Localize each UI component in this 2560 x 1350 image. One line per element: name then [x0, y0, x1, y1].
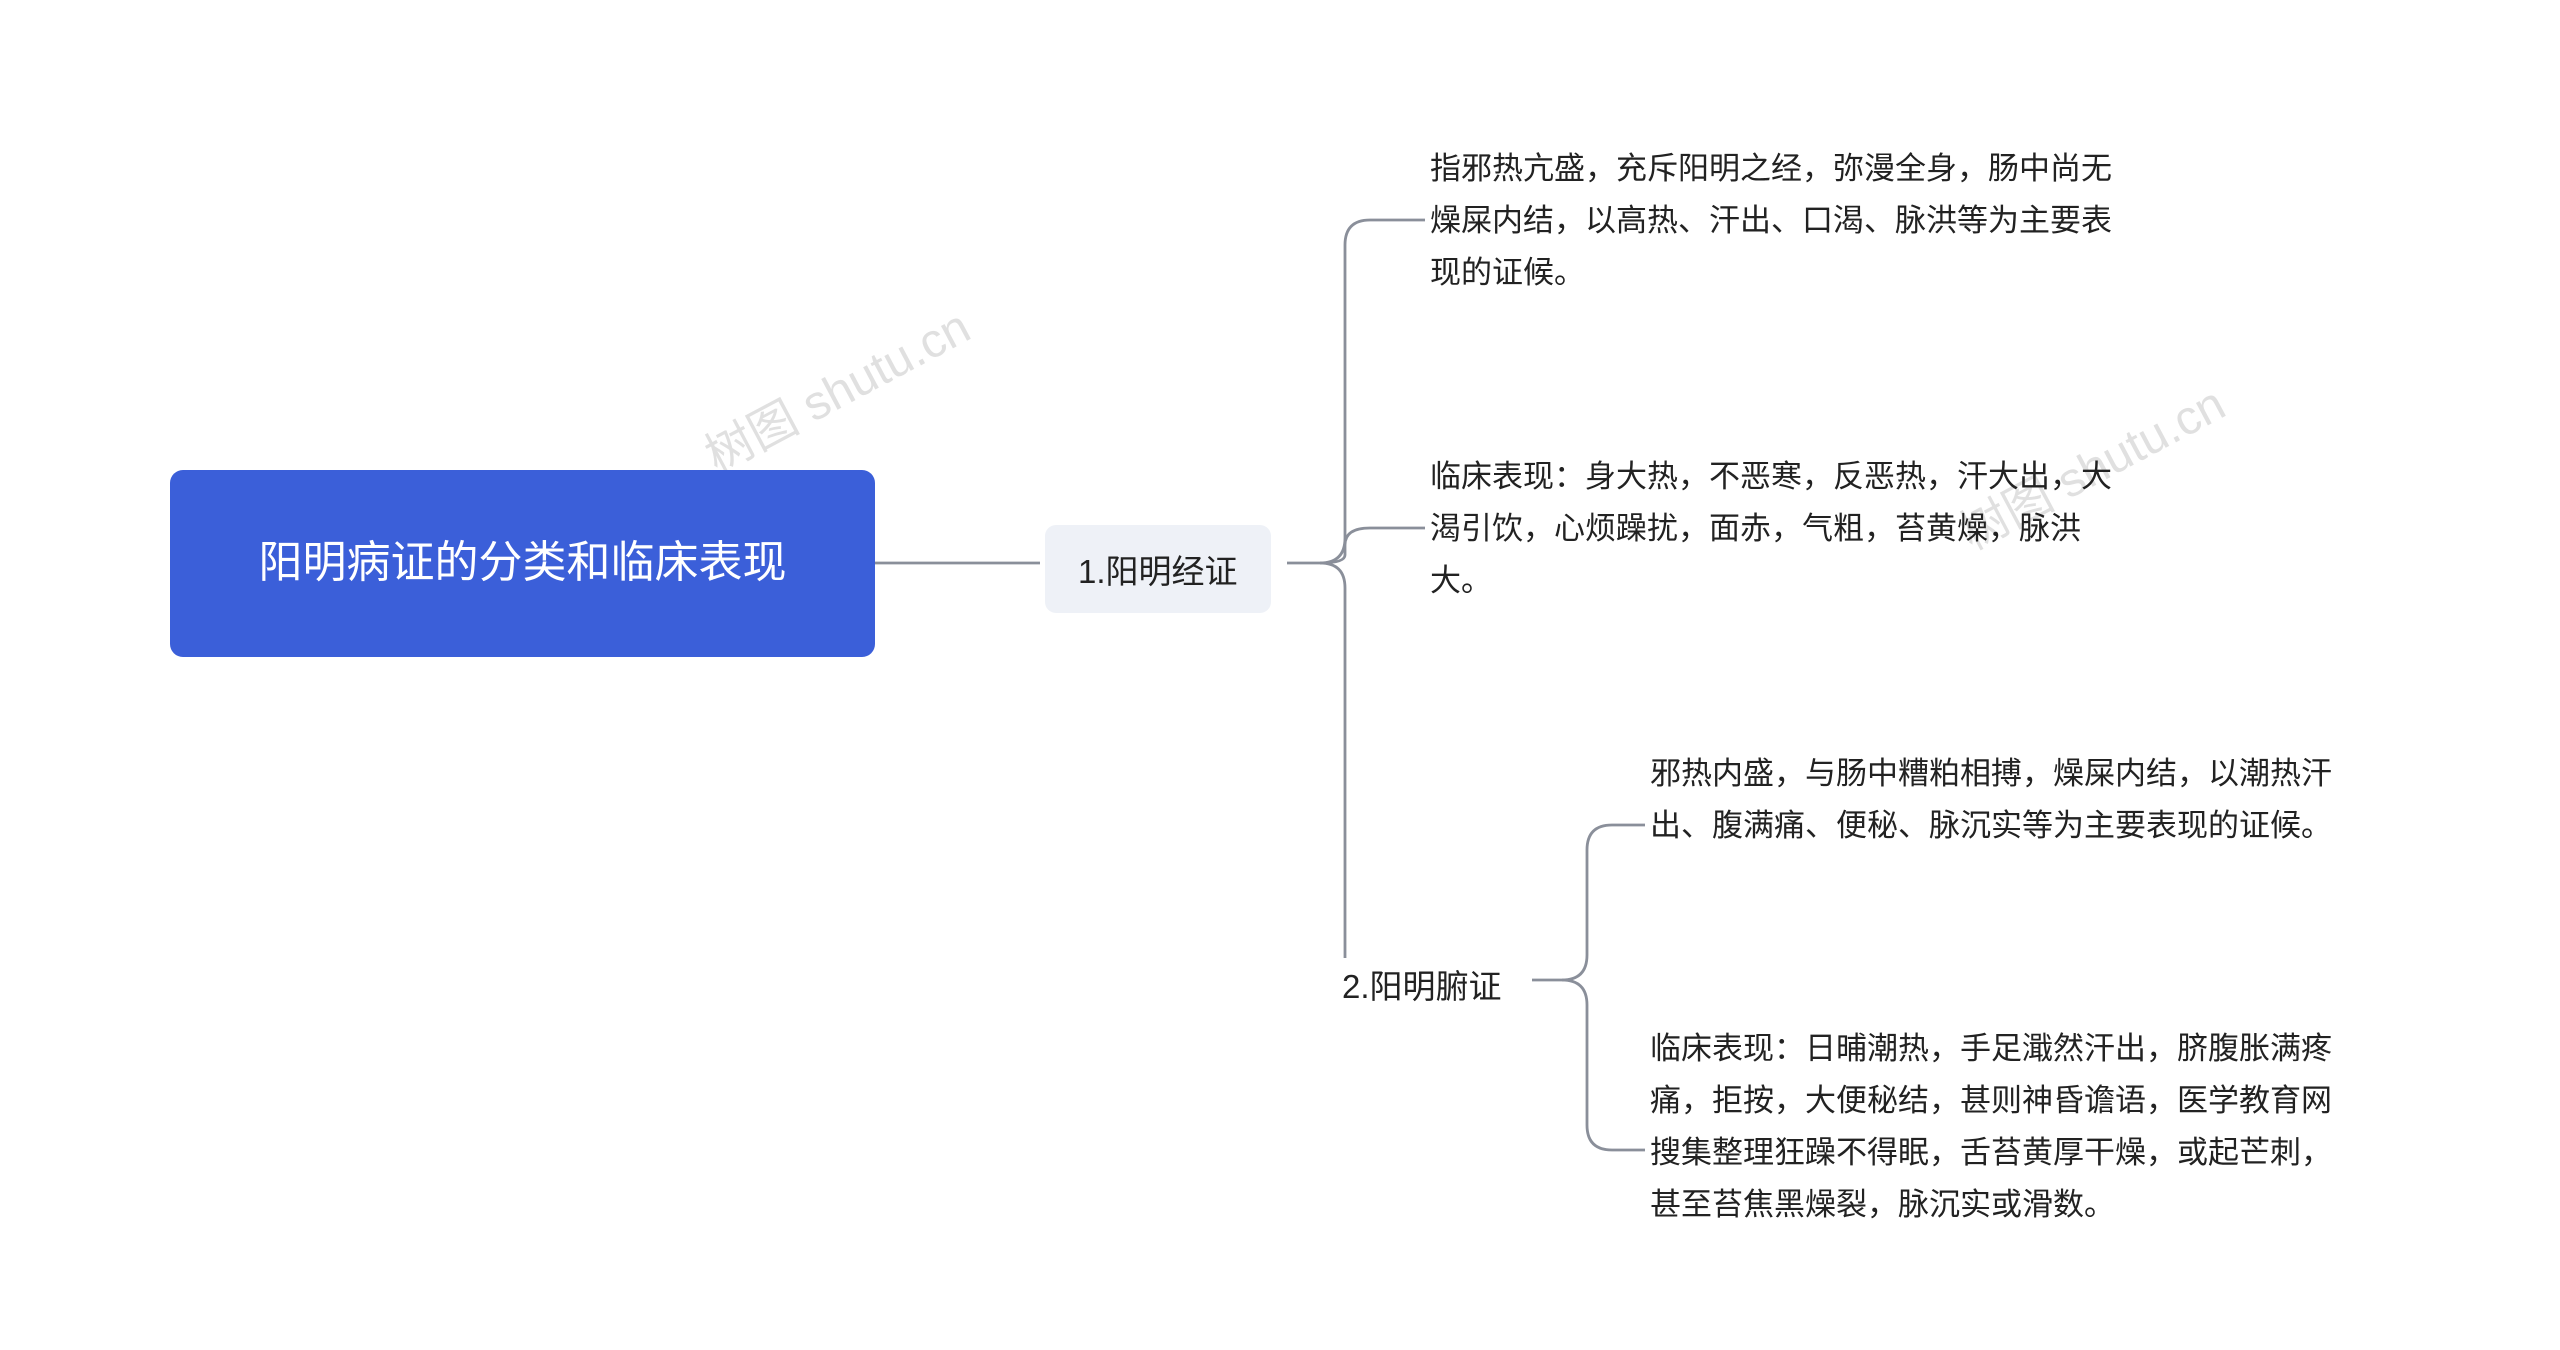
watermark-left-text: 树图 shutu.cn [697, 300, 979, 483]
branch-2-node[interactable]: 2.阳明腑证 [1342, 960, 1502, 1008]
leaf-2[interactable]: 临床表现：身大热，不恶寒，反恶热，汗大出，大渴引饮，心烦躁扰，面赤，气粗，苔黄燥… [1430, 451, 2135, 607]
edge-branch1-down [1320, 563, 1345, 958]
branch-2-node-label: 2.阳明腑证 [1342, 968, 1502, 1005]
root-node-label: 阳明病证的分类和临床表现 [259, 529, 787, 597]
leaf-1[interactable]: 指邪热亢盛，充斥阳明之经，弥漫全身，肠中尚无燥屎内结，以高热、汗出、口渴、脉洪等… [1430, 143, 2135, 299]
edge-branch1-leaf2 [1320, 528, 1425, 563]
leaf-4-text: 临床表现：日晡潮热，手足濈然汗出，脐腹胀满疼痛，拒按，大便秘结，甚则神昏谵语，医… [1650, 1031, 2332, 1222]
mindmap: 树图 shutu.cn 树图 shutu.cn 阳明病证的分类和临床表现 1.阳… [0, 0, 2560, 1350]
edge-branch2-leaf4 [1562, 980, 1645, 1150]
leaf-1-text: 指邪热亢盛，充斥阳明之经，弥漫全身，肠中尚无燥屎内结，以高热、汗出、口渴、脉洪等… [1430, 151, 2112, 290]
root-node[interactable]: 阳明病证的分类和临床表现 [170, 470, 875, 657]
watermark-left: 树图 shutu.cn [691, 288, 981, 486]
edge-branch1-leaf1 [1320, 220, 1425, 563]
leaf-2-text: 临床表现：身大热，不恶寒，反恶热，汗大出，大渴引饮，心烦躁扰，面赤，气粗，苔黄燥… [1430, 459, 2112, 598]
edge-branch2-leaf3 [1562, 825, 1645, 980]
leaf-3-text: 邪热内盛，与肠中糟粕相搏，燥屎内结，以潮热汗出、腹满痛、便秘、脉沉实等为主要表现… [1650, 756, 2332, 843]
branch-1-node[interactable]: 1.阳明经证 [1045, 525, 1271, 613]
leaf-4[interactable]: 临床表现：日晡潮热，手足濈然汗出，脐腹胀满疼痛，拒按，大便秘结，甚则神昏谵语，医… [1650, 1023, 2355, 1231]
leaf-3[interactable]: 邪热内盛，与肠中糟粕相搏，燥屎内结，以潮热汗出、腹满痛、便秘、脉沉实等为主要表现… [1650, 748, 2355, 852]
branch-1-node-label: 1.阳明经证 [1078, 553, 1238, 590]
